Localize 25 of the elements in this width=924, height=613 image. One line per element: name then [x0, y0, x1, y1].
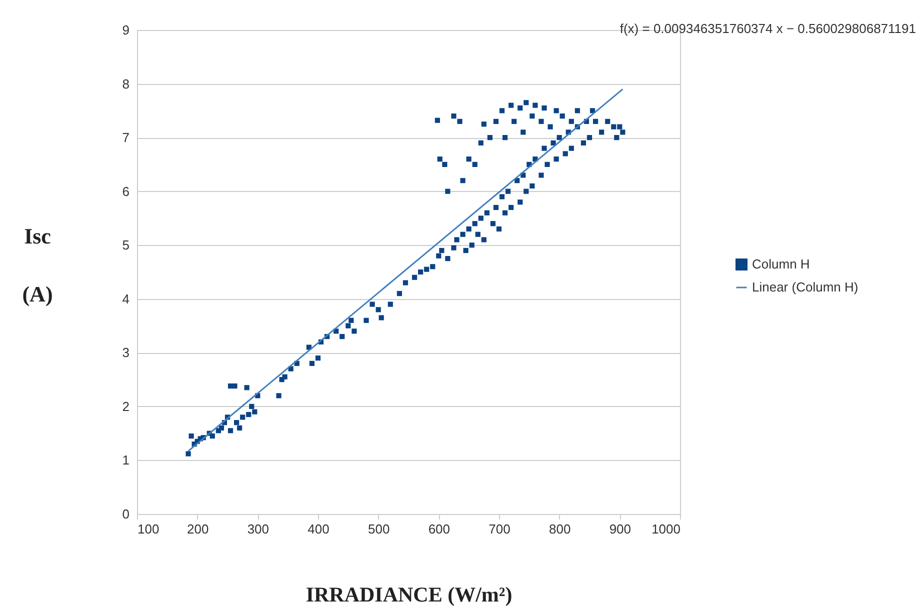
- y-tick-label: 7: [122, 130, 130, 146]
- y-tick-label: 5: [122, 238, 130, 253]
- x-tick-label: 100: [138, 522, 160, 536]
- y-tick-label: 0: [122, 506, 130, 522]
- x-tick-label: 500: [368, 522, 390, 536]
- x-tick-label: 900: [609, 522, 632, 536]
- y-tick-label: 2: [122, 398, 130, 414]
- legend-label: Linear (Column H): [752, 280, 858, 294]
- x-tick-label: 200: [186, 522, 209, 536]
- y-tick-label: 3: [122, 345, 130, 360]
- x-tick-label: 600: [428, 522, 450, 536]
- y-tick-label: 8: [122, 76, 130, 92]
- x-tick-label: 800: [548, 522, 571, 536]
- legend-label: Column H: [752, 256, 810, 272]
- y-tick-label: 6: [122, 184, 130, 199]
- y-tick-label: 9: [122, 22, 130, 38]
- x-tick-label: 700: [488, 522, 510, 536]
- x-tick-label: 300: [247, 522, 270, 536]
- x-axis-title: IRRADIANCE (W/m²): [306, 582, 512, 606]
- annotation: f(x) = 0.009346351760374 x − 0.560029806871191: [620, 21, 916, 36]
- x-tick-label: 1000: [652, 522, 680, 536]
- y-tick-label: 4: [122, 291, 130, 306]
- text: Isc (A): [22, 224, 53, 306]
- y-tick-label: 1: [122, 452, 130, 468]
- x-tick-label: 400: [308, 522, 330, 536]
